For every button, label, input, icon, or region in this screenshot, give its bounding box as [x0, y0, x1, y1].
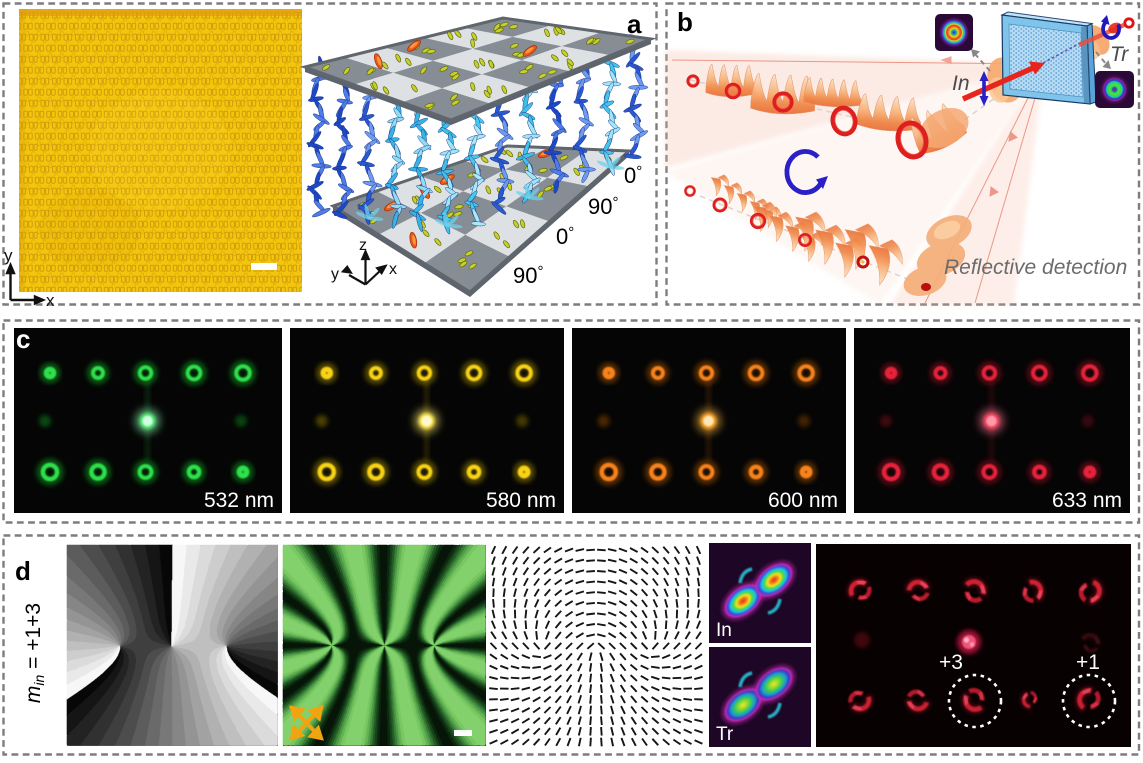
- svg-text:x: x: [389, 261, 397, 278]
- svg-text:y: y: [4, 246, 13, 265]
- svg-text:min = +1+3: min = +1+3: [22, 603, 47, 703]
- svg-text:Tr: Tr: [1110, 43, 1129, 66]
- svg-text:b: b: [677, 7, 693, 37]
- svg-text:633 nm: 633 nm: [1052, 489, 1122, 512]
- svg-text:+3: +3: [939, 651, 963, 674]
- svg-text:c: c: [16, 324, 30, 354]
- svg-text:In: In: [952, 72, 970, 95]
- svg-text:z: z: [359, 237, 367, 254]
- svg-text:532 nm: 532 nm: [204, 489, 274, 512]
- svg-text:+1: +1: [1076, 651, 1100, 674]
- svg-text:d: d: [15, 556, 31, 586]
- svg-text:x: x: [46, 291, 55, 310]
- svg-text:In: In: [716, 620, 732, 641]
- svg-text:600 nm: 600 nm: [768, 489, 838, 512]
- svg-text:y: y: [331, 266, 339, 283]
- svg-text:580 nm: 580 nm: [486, 489, 556, 512]
- svg-text:Tr: Tr: [716, 724, 734, 745]
- svg-text:Reflective detection: Reflective detection: [944, 256, 1127, 279]
